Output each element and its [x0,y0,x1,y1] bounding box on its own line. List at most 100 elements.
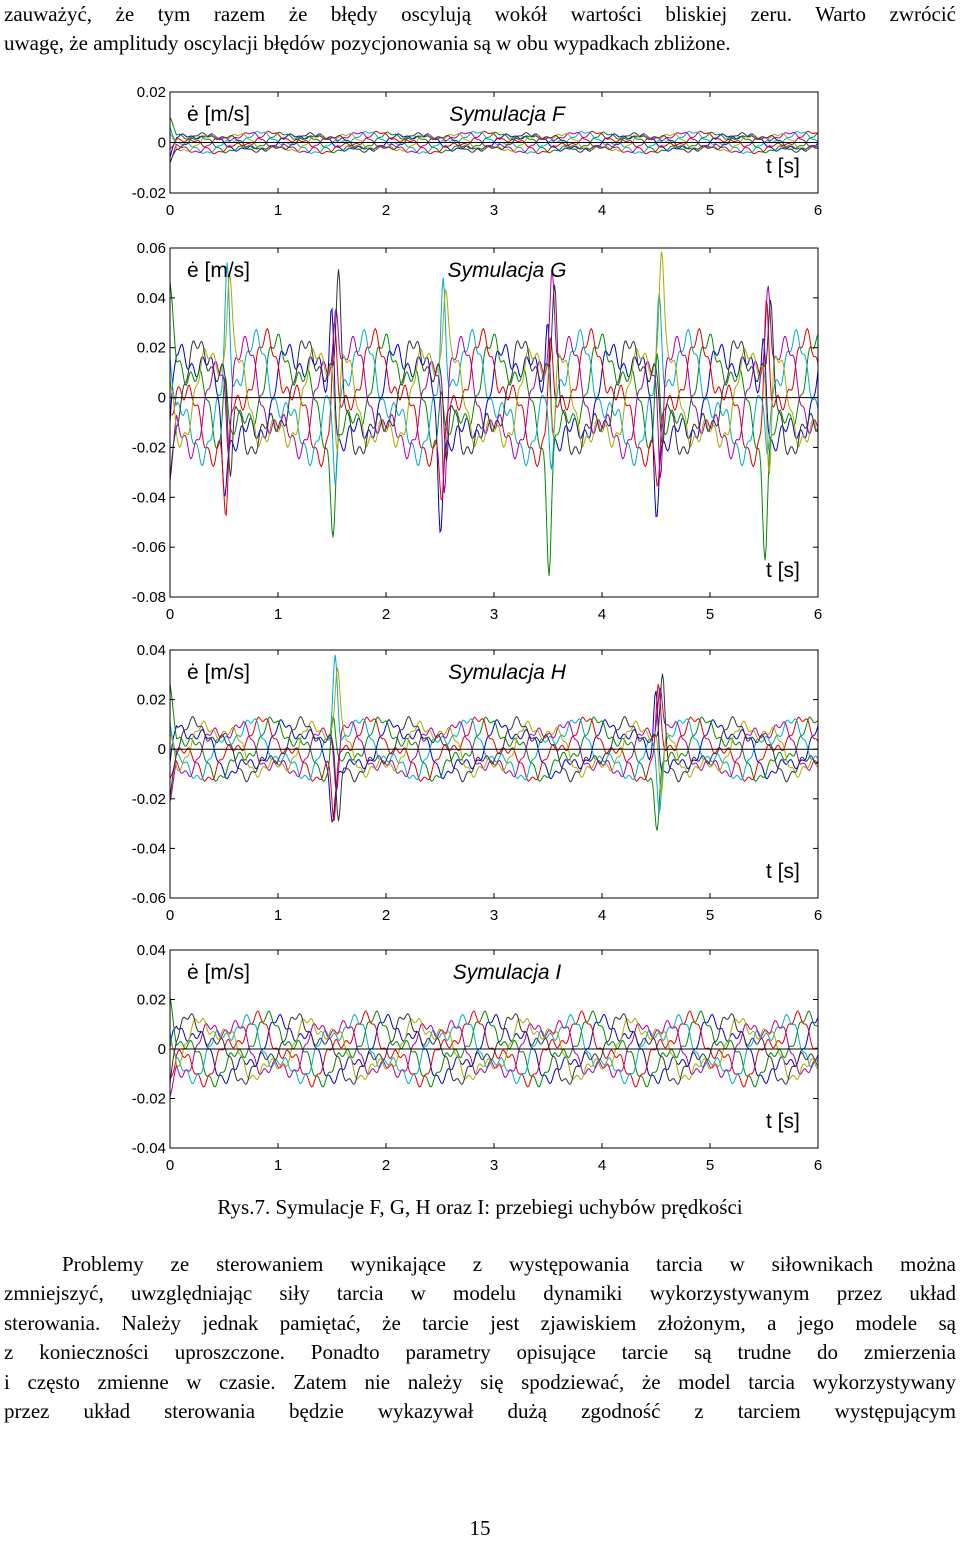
series-line-2 [170,117,818,154]
series-line-5 [170,131,818,163]
body-line-4: z konieczności uproszczone. Ponadto para… [4,1340,956,1365]
x-axis-label: t [s] [766,1110,800,1133]
plot-frame [169,247,819,598]
x-tick-label: 5 [706,202,714,219]
y-tick-label: 0.04 [137,290,166,307]
x-tick-label: 0 [166,606,174,623]
y-tick-label: 0.04 [137,642,166,659]
y-tick-label: -0.08 [132,589,166,606]
series-line-1 [170,690,818,824]
body-paragraph: Problemy ze sterowaniem wynikające z wys… [4,1250,956,1426]
series-line-2 [170,683,818,831]
y-tick-label: 0.02 [137,84,166,101]
body-line-3: sterowania. Należy jednak pamiętać, że t… [4,1310,956,1335]
x-tick-label: 3 [490,606,498,623]
figure-caption: Rys.7. Symulacje F, G, H oraz I: przebie… [217,1195,743,1219]
x-axis-label: t [s] [766,559,800,582]
x-tick-label: 4 [598,606,606,623]
series-line-2 [170,996,818,1088]
intro-line-1: zauważyć, że tym razem że błędy oscylują… [4,2,956,26]
series-line-5 [170,270,818,494]
y-tick-label: -0.04 [132,1140,166,1157]
x-tick-label: 2 [382,907,390,924]
series-line-1 [170,133,818,158]
y-tick-label: -0.06 [132,539,166,556]
y-tick-label: 0 [158,1041,166,1058]
y-axis-label: ė [m/s] [187,103,250,126]
x-tick-label: 2 [382,606,390,623]
y-tick-label: 0 [158,135,166,152]
body-line-5: i często zmienne w czasie. Zatem nie nal… [4,1369,956,1394]
x-tick-label: 6 [814,202,822,219]
chart-symulacja-h: 0.040.020-0.02-0.04-0.060 1 2 3 4 5 6ė [m/s] Sy… [132,642,822,924]
chart-symulacja-f: 0.020-0.020 1 2 3 4 5 6ė [m/s] Symulacja Ft [s] [132,84,822,219]
intro-paragraph: zauważyć, że tym razem że błędy oscylują… [4,0,956,59]
y-axis-label: ė [m/s] [187,259,250,282]
series-line-1 [170,307,818,534]
y-tick-label: -0.04 [132,489,166,506]
figure-charts: 0.020-0.020 1 2 3 4 5 6ė [m/s] Symulacja Ft [s]… [132,84,822,1174]
x-tick-label: 1 [274,907,282,924]
y-tick-label: 0.06 [137,240,166,257]
y-tick-label: 0 [158,390,166,407]
y-tick-label: 0.02 [137,340,166,357]
y-tick-label: 0.02 [137,692,166,709]
y-tick-label: 0.02 [137,992,166,1009]
x-tick-label: 4 [598,202,606,219]
y-tick-label: -0.04 [132,840,166,857]
intro-line-2: uwagę, że amplitudy oscylacji błędów poz… [4,31,731,56]
series-line-7 [170,269,818,481]
series-lines [170,996,818,1097]
x-tick-label: 0 [166,907,174,924]
series-line-3 [170,130,818,155]
x-tick-label: 4 [598,907,606,924]
x-tick-label: 1 [274,1157,282,1174]
x-tick-label: 2 [382,202,390,219]
series-line-6 [170,1018,818,1080]
y-tick-label: -0.06 [132,890,166,907]
series-lines [170,654,818,831]
series-line-6 [170,251,818,475]
series-line-7 [170,1013,818,1085]
x-tick-label: 3 [490,1157,498,1174]
chart-title: Symulacja G [447,259,566,282]
series-line-4 [170,654,818,814]
series-line-2 [170,281,818,576]
x-tick-label: 6 [814,1157,822,1174]
y-tick-label: 0 [158,741,166,758]
body-line-1: Problemy ze sterowaniem wynikające z wys… [62,1252,956,1276]
chart-title: Symulacja I [453,961,562,984]
x-tick-label: 6 [814,907,822,924]
chart-symulacja-g: 0.060.040.020-0.02-0.04-0.06-0.080 1 2 3 4 5 6… [132,240,822,623]
x-tick-label: 1 [274,202,282,219]
x-axis-label: t [s] [766,155,800,178]
y-tick-label: 0.04 [137,942,166,959]
series-line-6 [170,667,818,794]
body-line-6: przez układ sterowania będzie wykazywał … [4,1399,956,1424]
series-line-7 [170,132,818,164]
x-tick-label: 0 [166,202,174,219]
x-tick-label: 5 [706,1157,714,1174]
series-line-5 [170,687,818,802]
y-tick-label: -0.02 [132,1091,166,1108]
x-axis-label: t [s] [766,860,800,883]
body-line-2: zmniejszyć, uwzględniając siły tarcia w … [4,1281,956,1306]
series-line-3 [170,299,818,517]
x-tick-label: 2 [382,1157,390,1174]
series-line-7 [170,673,818,822]
x-tick-label: 4 [598,1157,606,1174]
series-line-1 [170,1013,818,1085]
page-number: 15 [469,1516,491,1540]
x-tick-label: 0 [166,1157,174,1174]
x-tick-label: 3 [490,202,498,219]
y-tick-label: -0.02 [132,439,166,456]
x-tick-label: 3 [490,907,498,924]
x-tick-label: 5 [706,907,714,924]
plot-frame [169,649,819,899]
series-line-4 [170,262,818,485]
y-tick-label: -0.02 [132,791,166,808]
y-axis-label: ė [m/s] [187,661,250,684]
y-tick-label: -0.02 [132,185,166,202]
chart-title: Symulacja H [448,661,567,684]
chart-symulacja-i: 0.040.020-0.02-0.040 1 2 3 4 5 6ė [m/s] Symulac… [132,942,822,1174]
